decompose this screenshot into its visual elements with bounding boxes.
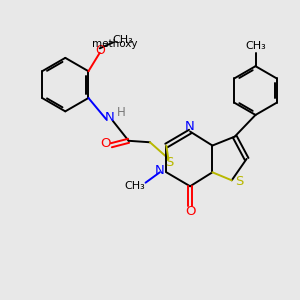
Text: N: N [155, 164, 165, 177]
Text: H: H [117, 106, 126, 119]
Text: S: S [165, 156, 173, 169]
Text: N: N [185, 120, 194, 133]
Text: S: S [235, 175, 243, 188]
Text: O: O [185, 205, 195, 218]
Text: N: N [105, 111, 115, 124]
Text: O: O [95, 44, 105, 57]
Text: O: O [101, 137, 111, 150]
Text: CH₃: CH₃ [112, 35, 133, 45]
Text: CH₃: CH₃ [245, 41, 266, 51]
Text: methoxy: methoxy [92, 40, 137, 50]
Text: CH₃: CH₃ [125, 181, 146, 191]
